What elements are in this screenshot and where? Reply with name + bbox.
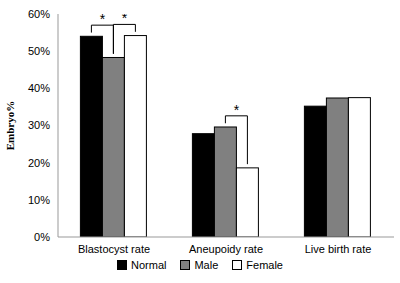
svg-text:Blastocyst rate: Blastocyst rate: [78, 243, 150, 255]
html-text:Male: Male: [194, 259, 219, 271]
html-text:Normal: Normal: [131, 259, 167, 271]
svg-text:20%: 20%: [28, 157, 50, 169]
svg-text:*: *: [234, 102, 240, 118]
svg-text:60%: 60%: [28, 8, 50, 20]
svg-text:*: *: [100, 14, 106, 27]
svg-text:Aneupoidy rate: Aneupoidy rate: [189, 243, 263, 255]
svg-text:Live birth rate: Live birth rate: [305, 243, 372, 255]
svg-text:50%: 50%: [28, 45, 50, 57]
svg-text:10%: 10%: [28, 194, 50, 206]
svg-text:*: *: [122, 14, 128, 26]
svg-text:Embryo%: Embryo%: [8, 101, 16, 151]
svg-text:30%: 30%: [28, 119, 50, 131]
svg-text:0%: 0%: [34, 231, 50, 243]
svg-text:40%: 40%: [28, 82, 50, 94]
html-text:Female: Female: [246, 259, 283, 271]
